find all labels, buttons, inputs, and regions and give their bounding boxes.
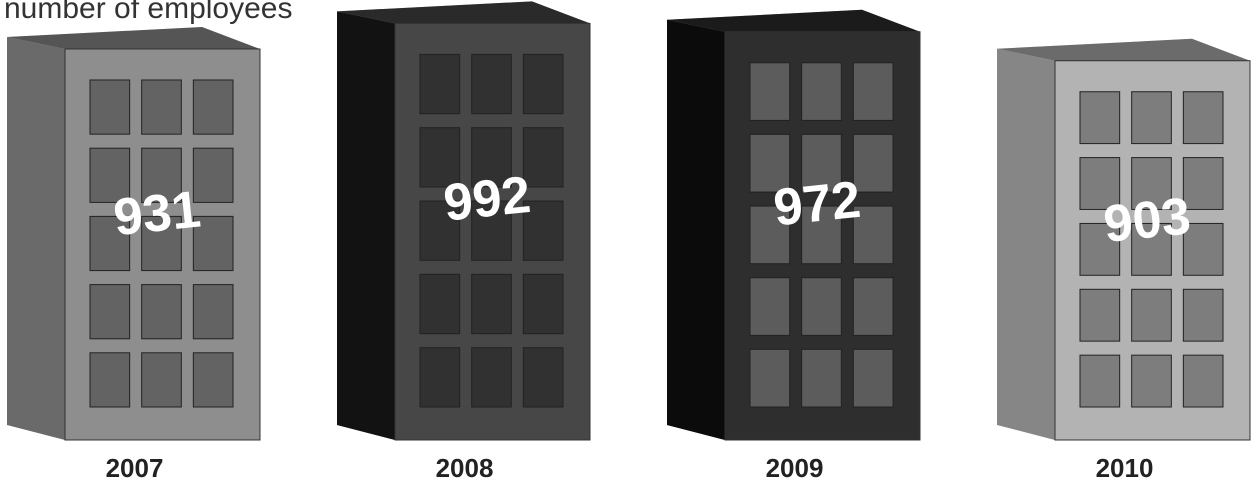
window [523,348,563,407]
window [193,80,233,134]
x-tick-label: 2008 [436,453,494,483]
building-side-shade [667,20,725,440]
window [802,63,842,121]
window [420,348,460,407]
window [853,63,893,121]
window [193,148,233,202]
window [1080,355,1120,407]
window [472,274,512,333]
window [472,54,512,113]
value-label: 931 [111,180,203,247]
window [90,353,130,407]
window [1183,355,1223,407]
window [750,349,790,407]
window [420,54,460,113]
window [142,80,182,134]
building-side-shade [337,11,395,440]
window [142,353,182,407]
window [90,80,130,134]
window [523,54,563,113]
window [802,278,842,336]
chart-title: number of employees [4,0,293,25]
building-side-shade [7,37,65,440]
value-label: 992 [441,166,533,233]
window [523,274,563,333]
window [193,353,233,407]
window [1132,355,1172,407]
window [853,134,893,192]
window [1132,92,1172,144]
window [90,285,130,339]
window [1080,92,1120,144]
window [1132,289,1172,341]
window [523,128,563,187]
window [142,285,182,339]
window [853,349,893,407]
window [750,63,790,121]
window [750,278,790,336]
window [853,278,893,336]
window [193,285,233,339]
window [1080,289,1120,341]
value-label: 972 [771,171,863,238]
window [1183,92,1223,144]
window [420,274,460,333]
window [1183,158,1223,210]
value-label: 903 [1101,187,1193,254]
x-tick-label: 2007 [106,453,164,483]
window [1183,289,1223,341]
building-side-shade [997,49,1055,440]
window [472,348,512,407]
window [802,349,842,407]
x-tick-label: 2009 [766,453,824,483]
chart: number of employees 931 2007 992 2008 972 200… [0,0,1258,487]
x-tick-label: 2010 [1096,453,1154,483]
